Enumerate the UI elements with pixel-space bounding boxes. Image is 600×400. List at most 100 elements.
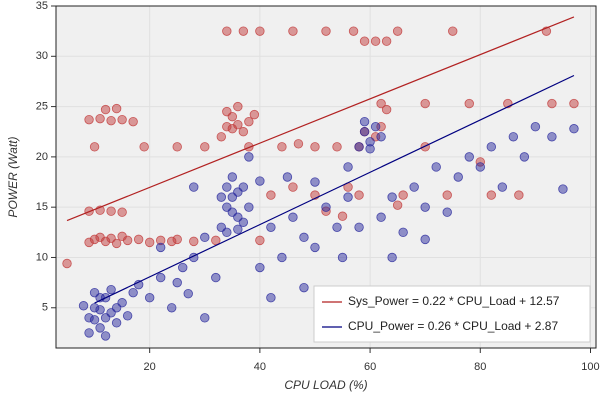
- point: [227, 172, 238, 182]
- point: [359, 36, 370, 46]
- point: [376, 132, 386, 142]
- point: [299, 282, 309, 293]
- point: [348, 26, 359, 36]
- point: [78, 301, 89, 311]
- point: [486, 190, 497, 200]
- point: [420, 98, 430, 109]
- point: [354, 190, 364, 200]
- point: [370, 122, 381, 132]
- point: [238, 127, 249, 137]
- point: [89, 315, 100, 325]
- point: [84, 328, 94, 338]
- point: [337, 252, 348, 263]
- point: [448, 26, 458, 36]
- point: [547, 132, 557, 142]
- point: [464, 98, 474, 109]
- point: [111, 303, 122, 313]
- x-tick-label: 80: [474, 361, 486, 373]
- point: [233, 187, 243, 197]
- point: [200, 142, 210, 152]
- point: [133, 234, 144, 245]
- point: [144, 237, 155, 248]
- point: [486, 142, 497, 152]
- point: [89, 142, 100, 152]
- point: [255, 26, 265, 36]
- point: [122, 235, 133, 246]
- point: [519, 152, 530, 162]
- point: [442, 207, 452, 217]
- point: [387, 252, 397, 263]
- point: [111, 103, 122, 114]
- point: [155, 272, 166, 283]
- point: [111, 238, 122, 249]
- point: [106, 115, 116, 126]
- point: [200, 232, 210, 243]
- point: [392, 200, 403, 210]
- point: [244, 152, 254, 162]
- point: [144, 293, 155, 303]
- point: [277, 142, 287, 152]
- point: [62, 258, 72, 269]
- point: [128, 287, 138, 298]
- point: [420, 202, 430, 212]
- point: [332, 222, 342, 232]
- y-tick-label: 15: [36, 201, 48, 213]
- point: [409, 182, 419, 192]
- point: [233, 101, 243, 112]
- point: [288, 212, 298, 222]
- point: [222, 26, 232, 36]
- point: [244, 202, 254, 212]
- point: [354, 142, 364, 152]
- point: [100, 331, 111, 341]
- point: [530, 122, 541, 132]
- point: [244, 116, 254, 127]
- y-tick-label: 30: [36, 50, 48, 62]
- point: [255, 176, 265, 186]
- x-tick-label: 60: [364, 361, 376, 373]
- point: [249, 109, 260, 120]
- y-tick-label: 25: [36, 100, 48, 112]
- point: [299, 232, 309, 243]
- point: [288, 26, 298, 36]
- point: [266, 190, 276, 200]
- plot-border: [55, 5, 597, 349]
- legend-box: [313, 285, 591, 343]
- point: [453, 172, 463, 182]
- point: [167, 236, 177, 247]
- point: [216, 132, 227, 142]
- point: [442, 190, 452, 200]
- y-tick-label: 5: [42, 302, 48, 314]
- point: [569, 98, 579, 109]
- point: [233, 224, 243, 235]
- point: [343, 192, 353, 202]
- point: [84, 114, 94, 125]
- point: [392, 26, 403, 36]
- point: [216, 192, 227, 202]
- point: [464, 152, 474, 162]
- point: [354, 222, 364, 232]
- point: [189, 236, 199, 247]
- point: [293, 139, 304, 149]
- point: [332, 142, 342, 152]
- point: [365, 144, 375, 154]
- fit-line: [94, 74, 575, 304]
- point: [222, 106, 232, 117]
- point: [255, 262, 265, 273]
- point: [381, 104, 392, 115]
- point: [222, 182, 232, 192]
- point: [370, 36, 381, 46]
- y-tick-label: 20: [36, 151, 48, 163]
- point: [211, 235, 221, 246]
- point: [227, 207, 238, 217]
- y-tick-label: 10: [36, 251, 48, 263]
- point: [117, 114, 127, 125]
- point: [310, 142, 320, 152]
- point: [178, 262, 188, 273]
- point: [117, 207, 127, 217]
- point: [122, 311, 133, 321]
- point: [431, 162, 441, 172]
- point: [310, 242, 320, 253]
- point: [238, 26, 249, 36]
- point: [420, 234, 430, 245]
